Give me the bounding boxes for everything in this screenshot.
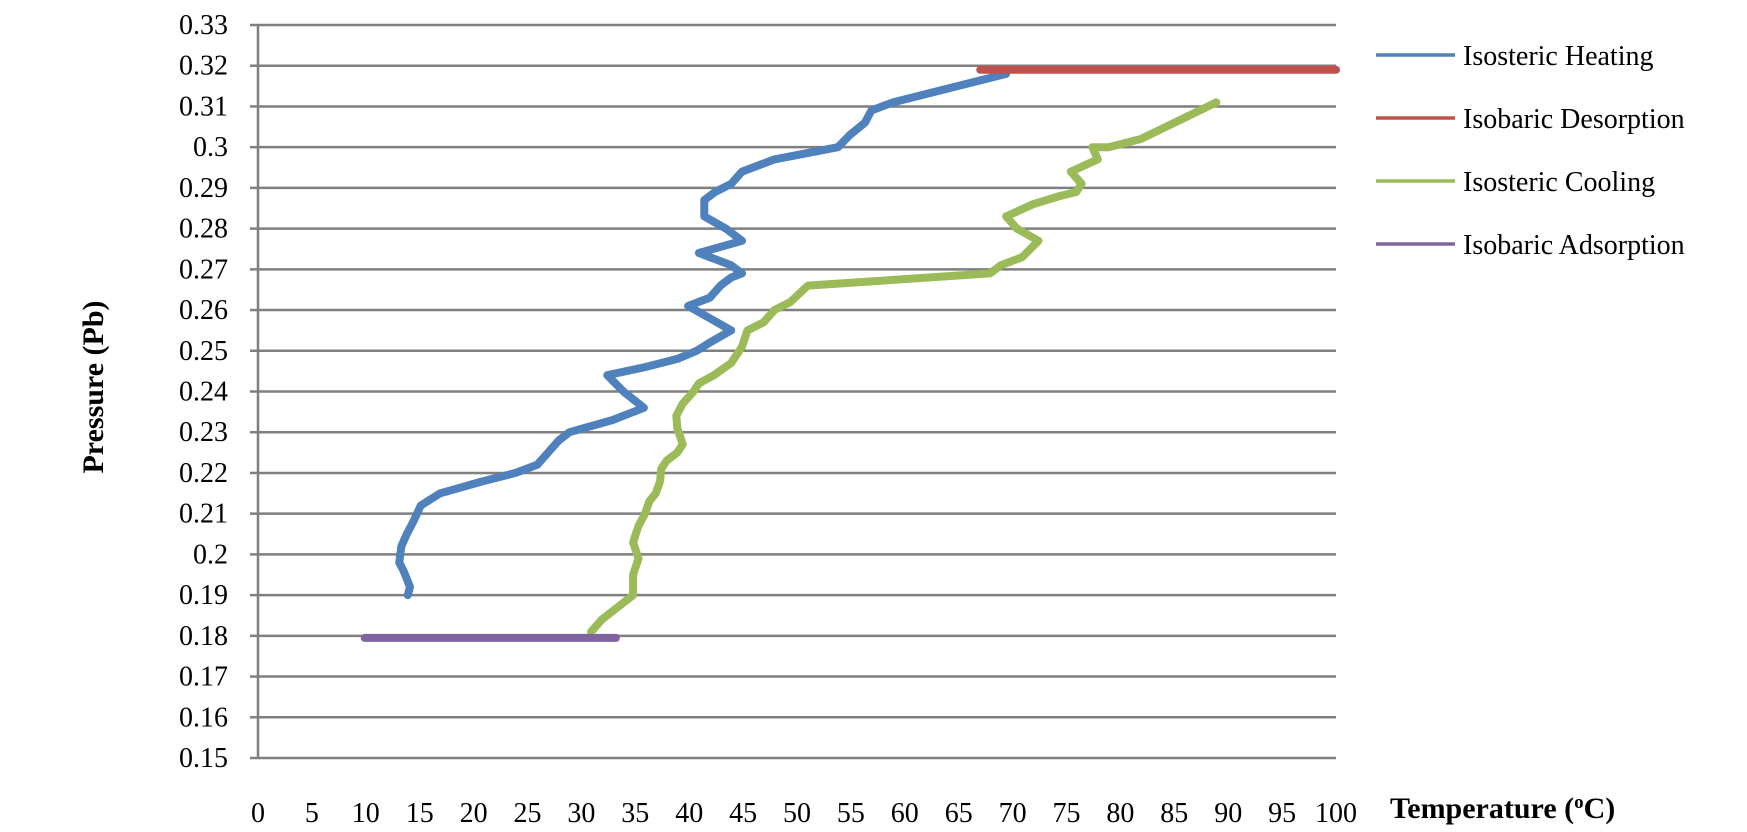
x-tick-label: 90 bbox=[1214, 798, 1242, 829]
series-lines bbox=[360, 65, 1340, 642]
x-tick-label: 30 bbox=[567, 798, 595, 829]
y-tick-label: 0.15 bbox=[179, 743, 228, 774]
y-tick-label: 0.3 bbox=[193, 132, 228, 163]
legend-label: Isobaric Desorption bbox=[1463, 104, 1685, 135]
x-axis-title-main: Temperature ( bbox=[1390, 792, 1574, 825]
legend-label: Isobaric Adsorption bbox=[1463, 230, 1685, 261]
x-axis-title-suffix: C) bbox=[1584, 792, 1616, 825]
y-tick-label: 0.17 bbox=[179, 662, 228, 693]
x-tick-label: 75 bbox=[1053, 798, 1081, 829]
y-tick-label: 0.28 bbox=[179, 214, 228, 245]
y-tick-label: 0.18 bbox=[179, 621, 228, 652]
y-tick-label: 0.16 bbox=[179, 702, 228, 733]
legend-label: Isosteric Heating bbox=[1463, 41, 1654, 72]
x-tick-label: 5 bbox=[305, 798, 319, 829]
y-tick-label: 0.26 bbox=[179, 295, 228, 326]
y-tick-label: 0.27 bbox=[179, 254, 228, 285]
y-tick-label: 0.21 bbox=[179, 499, 228, 530]
legend: Isosteric Heating Isobaric Desorption Isos… bbox=[1376, 41, 1685, 261]
x-axis-title-sup: o bbox=[1574, 792, 1584, 813]
x-axis-title: Temperature (oC) bbox=[1390, 792, 1615, 825]
x-tick-label: 25 bbox=[514, 798, 542, 829]
x-tick-label: 80 bbox=[1106, 798, 1134, 829]
x-tick-label: 40 bbox=[675, 798, 703, 829]
x-tick-label: 10 bbox=[352, 798, 380, 829]
x-tick-label: 50 bbox=[783, 798, 811, 829]
x-tick-label: 60 bbox=[891, 798, 919, 829]
y-tick-label: 0.19 bbox=[179, 580, 228, 611]
y-tick-label: 0.33 bbox=[179, 10, 228, 41]
series-line-1 bbox=[395, 69, 1011, 600]
x-tick-label: 100 bbox=[1315, 798, 1357, 829]
y-tick-label: 0.31 bbox=[179, 91, 228, 122]
y-tick-label: 0.24 bbox=[179, 377, 228, 408]
y-tick-label: 0.32 bbox=[179, 51, 228, 82]
y-tick-label: 0.2 bbox=[193, 539, 228, 570]
x-tick-labels: 0 5 10 15 20 25 30 35 40 45 50 55 60 65 70 75 80 85 90 95 10… bbox=[251, 798, 1357, 829]
x-tick-label: 0 bbox=[251, 798, 265, 829]
x-tick-label: 35 bbox=[621, 798, 649, 829]
x-tick-label: 20 bbox=[460, 798, 488, 829]
y-axis-title: Pressure (Pb) bbox=[77, 300, 110, 473]
x-tick-label: 85 bbox=[1160, 798, 1188, 829]
x-tick-label: 45 bbox=[729, 798, 757, 829]
series-line-3 bbox=[587, 98, 1221, 636]
legend-label: Isosteric Cooling bbox=[1463, 167, 1655, 198]
y-tick-label: 0.23 bbox=[179, 417, 228, 448]
y-tick-label: 0.25 bbox=[179, 336, 228, 367]
x-tick-label: 65 bbox=[945, 798, 973, 829]
x-tick-label: 70 bbox=[999, 798, 1027, 829]
y-tick-label: 0.29 bbox=[179, 173, 228, 204]
gridlines bbox=[258, 23, 1336, 719]
axes bbox=[250, 23, 1336, 760]
y-tick-labels: 0.15 0.16 0.17 0.18 0.19 0.2 0.21 0.22 0.23 0.24 0… bbox=[179, 10, 228, 774]
y-tick-label: 0.22 bbox=[179, 458, 228, 489]
x-tick-label: 95 bbox=[1268, 798, 1296, 829]
x-tick-label: 15 bbox=[406, 798, 434, 829]
x-tick-label: 55 bbox=[837, 798, 865, 829]
